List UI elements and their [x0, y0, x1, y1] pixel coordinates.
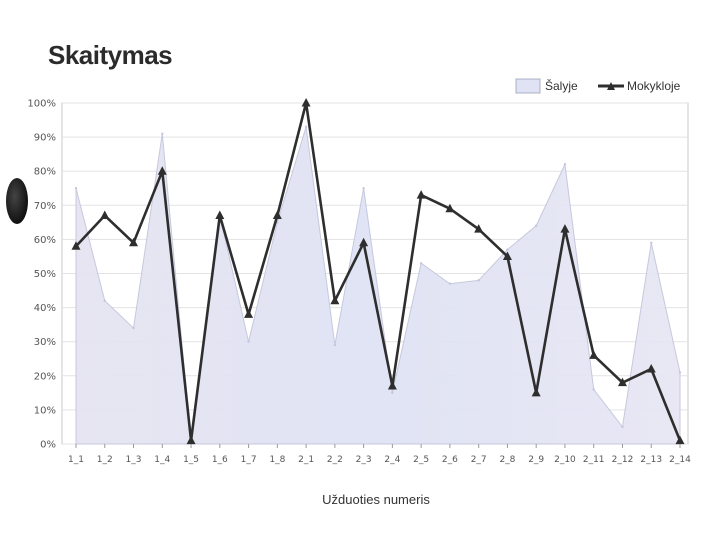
x-tick-label: 2_5 [413, 455, 429, 465]
mokykloje-marker [100, 210, 110, 220]
x-tick-label: 1_3 [126, 455, 142, 465]
salyje-point [678, 371, 682, 374]
mokykloje-marker [560, 224, 570, 233]
x-tick-label: 2_11 [583, 455, 605, 465]
mokykloje-marker [675, 435, 685, 445]
mokykloje-marker [71, 241, 81, 250]
mokykloje-marker [646, 363, 656, 373]
mokykloje-marker [330, 295, 340, 305]
mokykloje-marker [474, 224, 484, 233]
salyje-point [304, 125, 308, 129]
y-tick-label: 100% [27, 99, 56, 110]
y-tick-label: 40% [34, 303, 56, 314]
x-tick-label: 2_14 [669, 455, 691, 465]
x-tick-label: 2_3 [356, 455, 372, 465]
salyje-point [74, 187, 78, 190]
salyje-point [247, 340, 250, 343]
mokykloje-marker [157, 166, 167, 175]
x-tick-label: 1_1 [68, 455, 84, 465]
chart-title: Skaitymas [48, 40, 173, 70]
mokykloje-marker [416, 190, 426, 199]
x-tick-label: 1_4 [154, 455, 170, 465]
salyje-point [534, 224, 538, 227]
mokykloje-marker [244, 309, 254, 318]
salyje-point [132, 326, 135, 330]
y-tick-label: 90% [34, 133, 56, 144]
x-tick-label: 2_7 [471, 455, 487, 465]
salyje-point [621, 425, 624, 429]
x-axis-title: Užduoties numeris [322, 492, 430, 507]
x-tick-label: 1_2 [97, 455, 113, 465]
salyje-point [650, 241, 653, 245]
x-tick-label: 1_8 [269, 455, 285, 465]
legend-label-salyje: Šalyje [545, 78, 578, 93]
x-tick-label: 2_10 [554, 455, 576, 465]
legend-swatch-salyje [515, 78, 541, 94]
mokykloje-marker [272, 210, 282, 220]
y-tick-label: 20% [34, 371, 56, 382]
y-tick-label: 10% [34, 405, 56, 416]
mokykloje-marker [617, 377, 627, 387]
legend-marker-mokykloje [607, 82, 615, 90]
y-tick-label: 50% [34, 269, 56, 280]
x-tick-label: 2_8 [499, 455, 515, 465]
mokykloje-marker [301, 98, 311, 107]
y-tick-label: 30% [34, 337, 56, 348]
x-tick-label: 2_12 [612, 455, 634, 465]
y-tick-label: 60% [34, 235, 56, 246]
salyje-point [161, 132, 164, 135]
mokykloje-marker [215, 210, 225, 220]
salyje-point [419, 262, 423, 265]
x-tick-label: 1_7 [241, 455, 257, 465]
y-tick-label: 80% [34, 167, 56, 178]
mokykloje-marker [186, 435, 196, 445]
mokykloje-marker [445, 203, 455, 213]
salyje-point [477, 279, 480, 282]
x-tick-label: 2_1 [298, 455, 314, 465]
x-tick-label: 2_2 [327, 455, 343, 465]
salyje-point [506, 248, 509, 251]
y-tick-label: 70% [34, 201, 56, 212]
x-tick-label: 2_9 [528, 455, 544, 465]
salyje-point [333, 343, 337, 347]
salyje-point [391, 391, 394, 395]
salyje-point [362, 187, 365, 190]
series-mokykloje-line [75, 101, 682, 442]
salyje-point [103, 299, 106, 302]
mokykloje-marker [387, 381, 397, 390]
mokykloje-marker [531, 387, 541, 397]
x-tick-label: 1_6 [212, 455, 228, 465]
mokykloje-marker [589, 350, 599, 359]
salyje-point [563, 163, 567, 166]
mokykloje-marker [502, 251, 512, 260]
y-tick-label: 0% [40, 440, 56, 451]
salyje-point [448, 282, 452, 285]
x-tick-label: 2_13 [640, 455, 662, 465]
x-tick-label: 2_4 [384, 455, 400, 465]
salyje-point [592, 388, 595, 391]
x-tick-label: 2_6 [442, 455, 458, 465]
mokykloje-marker [359, 237, 369, 247]
legend-label-mokykloje: Mokykloje [627, 79, 681, 93]
x-tick-label: 1_5 [183, 455, 199, 465]
side-decoration [6, 178, 28, 224]
mokykloje-marker [129, 237, 139, 247]
